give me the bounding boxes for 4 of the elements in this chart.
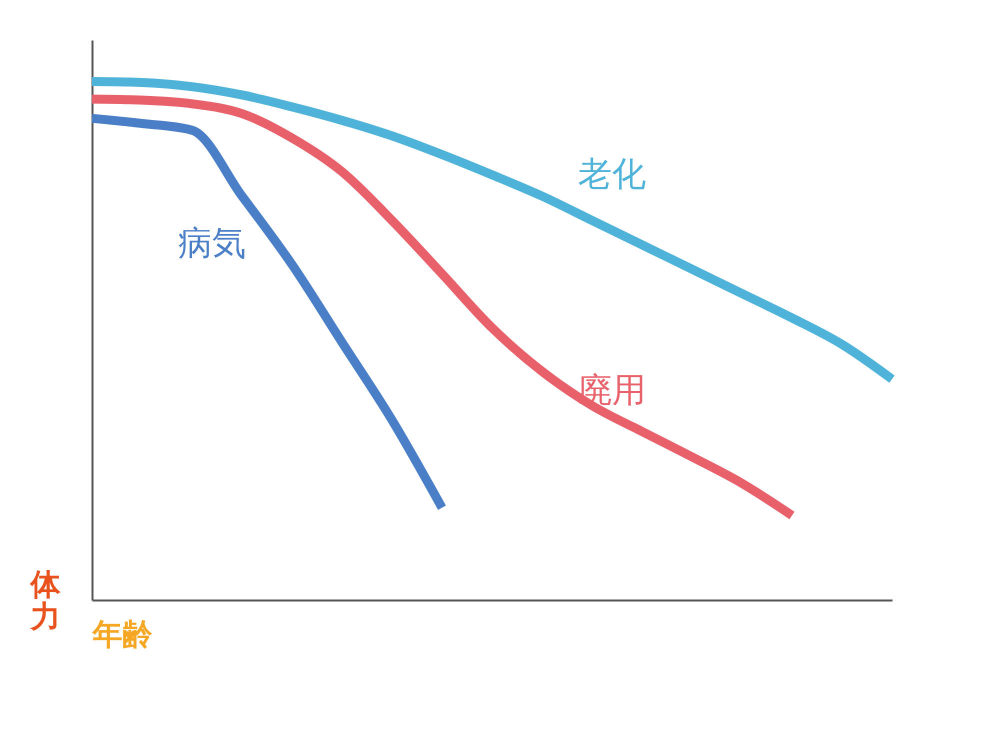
series-label: 病気 [178,224,246,264]
y-axis-title: 体力 [30,568,62,634]
x-axis-title: 年齢 [92,618,152,652]
series-label: 老化 [578,154,646,194]
